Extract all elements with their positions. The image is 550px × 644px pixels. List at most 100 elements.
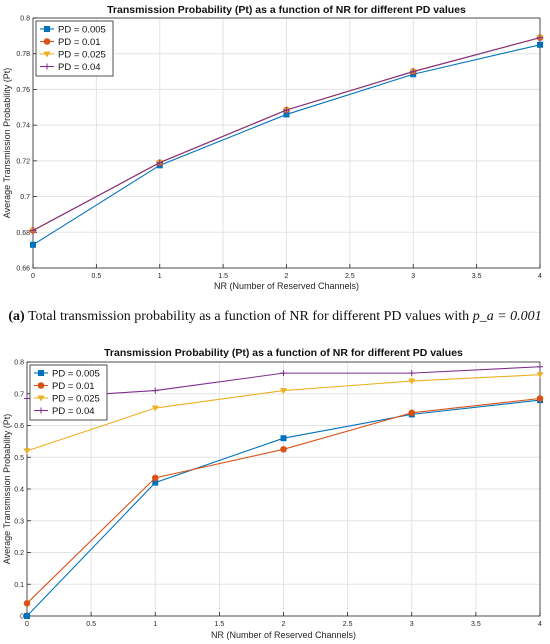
y-tick-label: 0.5 — [14, 455, 24, 462]
x-tick-label: 1.5 — [218, 273, 228, 280]
data-point — [24, 395, 30, 402]
legend-marker — [38, 407, 44, 414]
x-tick-label: 3 — [410, 621, 414, 628]
y-tick-label: 0.2 — [14, 550, 24, 557]
data-point — [152, 387, 159, 394]
y-axis-label: Average Transmission Probability (Pt) — [2, 414, 12, 564]
legend-label: PD = 0.025 — [52, 394, 100, 405]
y-tick-label: 0.8 — [14, 360, 24, 367]
legend-item: PD = 0.005 — [34, 369, 100, 380]
data-point — [537, 41, 543, 48]
legend-label: PD = 0.01 — [58, 37, 101, 48]
legend-item: PD = 0.025 — [34, 394, 100, 405]
data-point — [280, 435, 287, 442]
data-point — [156, 159, 163, 166]
legend-marker — [37, 395, 45, 402]
x-tick-label: 3 — [411, 273, 415, 280]
x-tick-label: 3.5 — [472, 273, 482, 280]
legend-marker — [44, 26, 50, 32]
data-point — [408, 370, 415, 377]
x-tick-label: 4 — [538, 273, 542, 280]
legend-label: PD = 0.005 — [52, 369, 100, 380]
y-axis-label: Average Transmission Probability (Pt) — [2, 68, 12, 218]
x-tick-label: 1 — [158, 273, 162, 280]
legend-marker — [37, 382, 45, 389]
legend-marker — [43, 51, 51, 58]
x-tick-label: 2 — [285, 273, 289, 280]
legend-item: PD = 0.025 — [40, 50, 106, 61]
chart-title: Transmission Probability (Pt) as a funct… — [107, 4, 466, 16]
legend-label: PD = 0.01 — [52, 381, 95, 392]
legend-item: PD = 0.01 — [34, 381, 95, 392]
x-tick-label: 2.5 — [345, 273, 355, 280]
legend-label: PD = 0.04 — [52, 406, 95, 417]
data-point — [283, 106, 290, 113]
y-tick-label: 0.8 — [20, 16, 30, 23]
data-point — [536, 372, 544, 379]
data-point — [280, 370, 287, 377]
y-tick-label: 0.68 — [16, 230, 30, 237]
x-tick-label: 0 — [31, 273, 35, 280]
data-point — [280, 446, 287, 453]
data-point — [30, 227, 36, 234]
data-point — [410, 68, 417, 75]
caption-math: p_a = 0.001 — [472, 309, 542, 324]
data-point — [408, 378, 416, 385]
y-tick-label: 0.4 — [14, 487, 24, 494]
x-tick-label: 0.5 — [92, 273, 102, 280]
y-tick-label: 0.7 — [20, 194, 30, 201]
series-4 — [30, 34, 543, 234]
x-tick-label: 0.5 — [86, 621, 96, 628]
legend-item: PD = 0.04 — [40, 62, 101, 73]
x-axis-label: NR (Number of Reserved Channels) — [214, 281, 359, 291]
data-point — [536, 395, 544, 402]
data-point — [151, 405, 159, 412]
data-point — [283, 111, 290, 118]
x-tick-label: 2 — [282, 621, 286, 628]
legend-item: PD = 0.005 — [40, 25, 106, 36]
x-tick-label: 1.5 — [215, 621, 225, 628]
legend-marker — [43, 38, 51, 45]
data-point — [151, 474, 159, 482]
y-tick-label: 0.76 — [16, 87, 30, 94]
legend-label: PD = 0.025 — [58, 50, 106, 61]
y-tick-label: 0.6 — [14, 423, 24, 430]
chart-b: 0 0.5 1 1.5 2 2.5 3 3.5 4 0 0.1 0.2 0.3 0.4 0.5 0.6 0.7 0… — [2, 347, 544, 640]
chart-title: Transmission Probability (Pt) as a funct… — [104, 347, 463, 359]
series-2 — [23, 395, 544, 607]
series-3 — [23, 372, 544, 455]
y-tick-label: 0.78 — [16, 51, 30, 58]
x-tick-label: 4 — [538, 621, 542, 628]
y-tick-label: 0.66 — [16, 266, 30, 273]
x-tick-label: 0 — [25, 621, 29, 628]
chart-a: 0 0.5 1 1.5 2 2.5 3 3.5 4 0.66 0.68 0.7 0.72 0.74 0.76… — [2, 4, 544, 291]
legend-marker — [38, 370, 44, 376]
series-4 — [24, 363, 543, 402]
data-point — [23, 448, 31, 455]
data-point — [537, 34, 543, 41]
data-point — [23, 600, 31, 607]
x-tick-label: 3.5 — [471, 621, 481, 628]
y-tick-label: 0.74 — [16, 123, 30, 130]
y-tick-label: 0.72 — [16, 158, 30, 165]
legend-item: PD = 0.01 — [40, 37, 101, 48]
data-point — [537, 363, 543, 370]
y-tick-label: 0 — [20, 614, 24, 621]
caption-text: Total transmission probability as a func… — [27, 309, 470, 324]
y-tick-label: 0.3 — [14, 518, 24, 525]
x-axis-label: NR (Number of Reserved Channels) — [211, 630, 356, 640]
x-tick-label: 1 — [153, 621, 157, 628]
legend-label: PD = 0.005 — [58, 25, 106, 36]
y-tick-label: 0.7 — [14, 391, 24, 398]
data-point — [408, 409, 416, 417]
x-tick-label: 2.5 — [343, 621, 353, 628]
caption-label: (a) — [8, 309, 25, 324]
data-point — [24, 613, 30, 619]
legend-marker — [44, 63, 50, 70]
data-point — [152, 479, 159, 486]
data-point — [30, 241, 36, 248]
data-point — [280, 388, 287, 395]
y-tick-label: 0.1 — [14, 582, 24, 589]
